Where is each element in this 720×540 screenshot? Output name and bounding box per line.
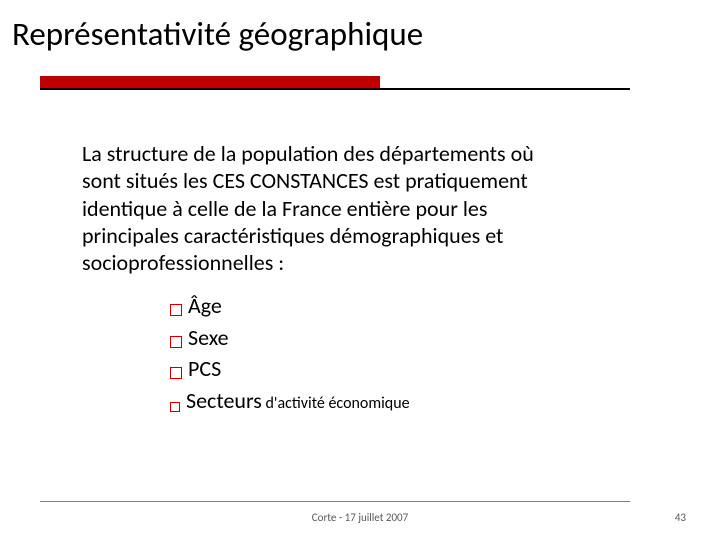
bullet-label: PCS: [188, 355, 221, 383]
list-item: Sexe: [170, 324, 600, 352]
footer-divider: [40, 501, 630, 502]
bullet-list: Âge Sexe PCS Secteurs d'activité économi…: [170, 292, 600, 418]
bullet-label-main: Secteurs: [186, 387, 262, 414]
title-underline: [40, 88, 630, 90]
bullet-label-sub: d'activité économique: [262, 394, 410, 413]
square-bullet-icon: [170, 336, 182, 348]
title-accent-bar: [40, 76, 380, 88]
slide-title: Représentativité géographique: [12, 16, 423, 52]
footer-text: Corte - 17 juillet 2007: [0, 511, 720, 524]
square-bullet-icon: [170, 367, 182, 379]
square-bullet-icon: [170, 402, 180, 412]
square-bullet-icon: [170, 304, 182, 316]
list-item: Secteurs d'activité économique: [170, 387, 600, 415]
bullet-label: Âge: [188, 292, 222, 320]
bullet-label: Secteurs d'activité économique: [186, 387, 410, 415]
page-number: 43: [675, 511, 686, 524]
main-paragraph: La structure de la population des départ…: [82, 140, 572, 276]
list-item: PCS: [170, 355, 600, 383]
bullet-label: Sexe: [188, 324, 229, 352]
list-item: Âge: [170, 292, 600, 320]
